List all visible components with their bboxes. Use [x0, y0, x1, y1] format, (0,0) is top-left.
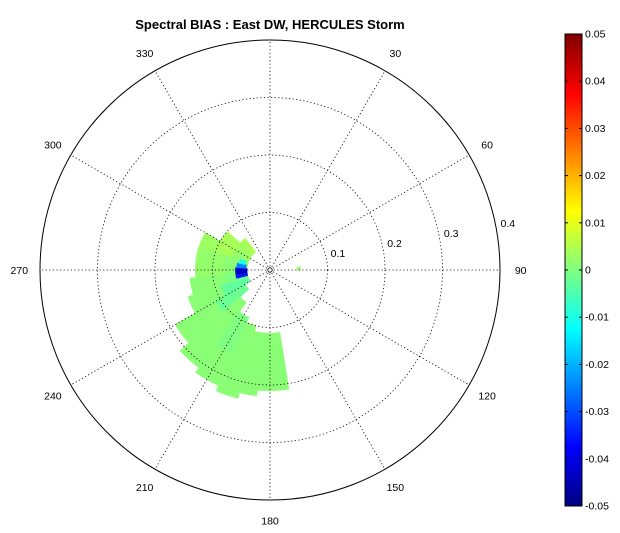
colorbar-tick-label: 0 [585, 265, 591, 277]
heatmap-cell [189, 274, 227, 296]
radial-grid-circle [212, 212, 328, 328]
angle-tick-label: 120 [478, 390, 496, 402]
heatmap-cell [235, 272, 249, 279]
colorbar-tick-label: 0.03 [585, 123, 606, 135]
colorbar-tick-label: -0.03 [585, 406, 609, 418]
colorbar-tick-label: 0.05 [585, 29, 606, 41]
angular-grid-line [70, 269, 271, 386]
angle-tick-labels: 30 60 90 120 150 180 210 240 270 300 330 [11, 48, 527, 528]
radial-tick-labels: 0.1 0.2 0.3 0.4 [331, 218, 516, 260]
angle-tick-label: 210 [136, 482, 154, 494]
heatmap-cell [219, 231, 241, 251]
angle-tick-label: 300 [44, 140, 62, 152]
heatmap-cell [236, 262, 247, 269]
angular-grid-line [154, 70, 271, 271]
radial-tick-label: 0.1 [331, 248, 346, 260]
polar-origin-marker [267, 267, 273, 273]
angle-tick-label: 330 [136, 48, 154, 60]
angle-tick-label: 90 [515, 265, 527, 277]
radial-tick-label: 0.3 [444, 228, 459, 240]
heatmap-cell [257, 332, 290, 392]
angular-grid-line [70, 154, 271, 271]
polar-grid [39, 39, 501, 501]
angular-grid-line [269, 154, 470, 271]
angular-grid-line [269, 70, 386, 271]
heatmap-cell [187, 285, 226, 314]
colorbar-tick-label: 0.02 [585, 170, 606, 182]
heatmap-cell [195, 344, 233, 386]
colorbar-tick-label: -0.01 [585, 312, 609, 324]
heatmap-cells [174, 231, 301, 399]
angle-tick-label: 270 [11, 265, 29, 277]
heatmap-cell [238, 258, 247, 265]
chart-title: Spectral BIAS : East DW, HERCULES Storm [135, 17, 404, 32]
colorbar-tick-label: -0.04 [585, 453, 609, 465]
colorbar-tick-label: 0.01 [585, 217, 606, 229]
heatmap-cell [194, 261, 225, 279]
radial-grid-circle [154, 154, 386, 386]
colorbar-tick-label: -0.05 [585, 501, 609, 513]
colorbar-tick-label: 0.04 [585, 76, 606, 88]
colorbar: 0.05 0.04 0.03 0.02 0.01 0 -0.01 -0.02 -0.03 -0.0… [564, 29, 609, 513]
angular-grid-line [269, 269, 470, 386]
heatmap-cell [239, 237, 257, 256]
angle-tick-label: 30 [390, 48, 402, 60]
polar-outer-ring [39, 39, 501, 501]
heatmap-cell [296, 266, 301, 271]
heatmap-cell [239, 331, 264, 397]
heatmap-cell [179, 323, 224, 369]
heatmap-cell [195, 246, 227, 266]
colorbar-ticks: 0.05 0.04 0.03 0.02 0.01 0 -0.01 -0.02 -0.03 -0.0… [565, 29, 609, 513]
angular-grid-line [269, 269, 386, 470]
angle-tick-label: 60 [481, 140, 493, 152]
heatmap-cell [174, 301, 224, 344]
colorbar-tick-label: -0.02 [585, 359, 609, 371]
radial-tick-label: 0.4 [501, 218, 516, 230]
angular-grid-line [154, 269, 271, 470]
angle-tick-label: 240 [44, 390, 62, 402]
radial-tick-label: 0.2 [387, 238, 402, 250]
angle-tick-label: 150 [387, 482, 405, 494]
heatmap-cell [215, 358, 247, 399]
angle-tick-label: 180 [261, 516, 279, 528]
radial-grid-circle [97, 97, 443, 443]
